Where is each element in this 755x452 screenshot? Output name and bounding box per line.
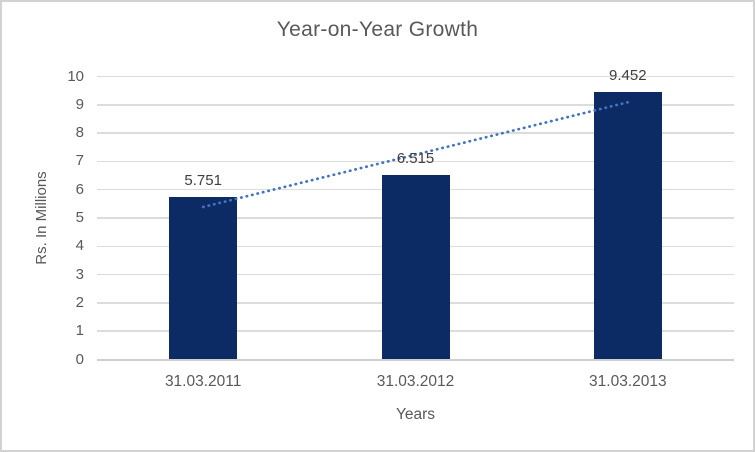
y-tick-label: 1 — [75, 322, 84, 340]
chart-title: Year-on-Year Growth — [276, 18, 479, 41]
y-tick-label: 2 — [75, 293, 84, 311]
y-tick-label: 7 — [75, 152, 84, 170]
x-tick-label: 31.03.2013 — [589, 373, 667, 390]
y-tick-label: 8 — [75, 124, 84, 142]
x-axis-line — [97, 358, 734, 361]
x-axis-title: Years — [395, 406, 436, 423]
bar-31.03.2013 — [593, 92, 662, 360]
y-tick-label: 5 — [75, 209, 84, 226]
y-tick-label: 0 — [75, 350, 84, 368]
bar-31.03.2012 — [381, 175, 450, 360]
x-tick-label: 31.03.2011 — [164, 373, 242, 390]
bar-31.03.2011 — [169, 196, 238, 360]
y-tick-label: 3 — [75, 265, 84, 283]
data-label: 9.452 — [609, 67, 647, 84]
data-label: 6.515 — [396, 150, 435, 168]
y-tick-label: 6 — [75, 180, 84, 198]
y-tick-label: 9 — [75, 95, 84, 113]
x-tick-label: 31.03.2012 — [376, 373, 455, 390]
y-tick-label: 10 — [67, 67, 84, 85]
data-label: 5.751 — [184, 171, 222, 189]
y-tick-label: 4 — [75, 237, 84, 255]
gridline — [97, 75, 734, 78]
